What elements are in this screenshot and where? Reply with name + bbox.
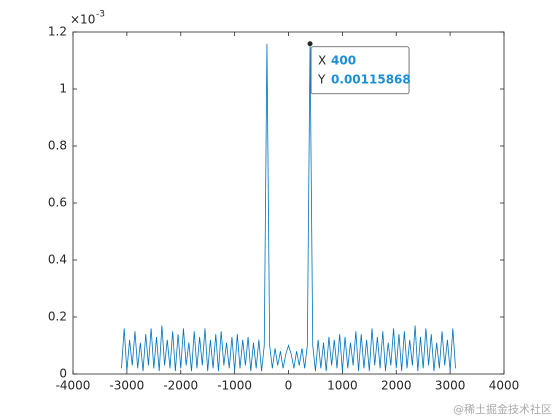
datatip-y-name: Y xyxy=(317,72,326,86)
x-tick-label: -4000 xyxy=(56,379,91,393)
x-tick-label: -2000 xyxy=(163,379,198,393)
datatip-box xyxy=(310,46,410,95)
y-tick-label: 0.6 xyxy=(48,196,67,210)
x-tick-label: 3000 xyxy=(435,379,466,393)
y-tick-label: 1 xyxy=(59,82,67,96)
y-multiplier-base: ×10 xyxy=(70,13,95,27)
y-tick-label: 0.8 xyxy=(48,139,67,153)
datatip-marker xyxy=(307,41,313,47)
watermark: @稀土掘金技术社区 xyxy=(453,402,552,416)
y-tick-label: 0.4 xyxy=(48,253,67,267)
x-tick-label: 1000 xyxy=(327,379,358,393)
datatip-y-value: 0.00115868 xyxy=(331,72,411,86)
datatip-x-name: X xyxy=(318,53,326,67)
y-tick-label: 0.2 xyxy=(48,310,67,324)
x-tick-label: 4000 xyxy=(489,379,520,393)
datatip-x-value: 400 xyxy=(331,53,356,67)
line xyxy=(121,43,456,372)
x-tick-label: 0 xyxy=(285,379,293,393)
y-tick-label: 1.2 xyxy=(48,25,67,39)
y-tick-label: 0 xyxy=(59,367,67,381)
x-tick-label: 2000 xyxy=(381,379,412,393)
x-tick-label: -1000 xyxy=(217,379,252,393)
y-multiplier-exponent: -3 xyxy=(96,10,105,20)
plot-box xyxy=(72,31,505,375)
x-tick-label: -3000 xyxy=(109,379,144,393)
